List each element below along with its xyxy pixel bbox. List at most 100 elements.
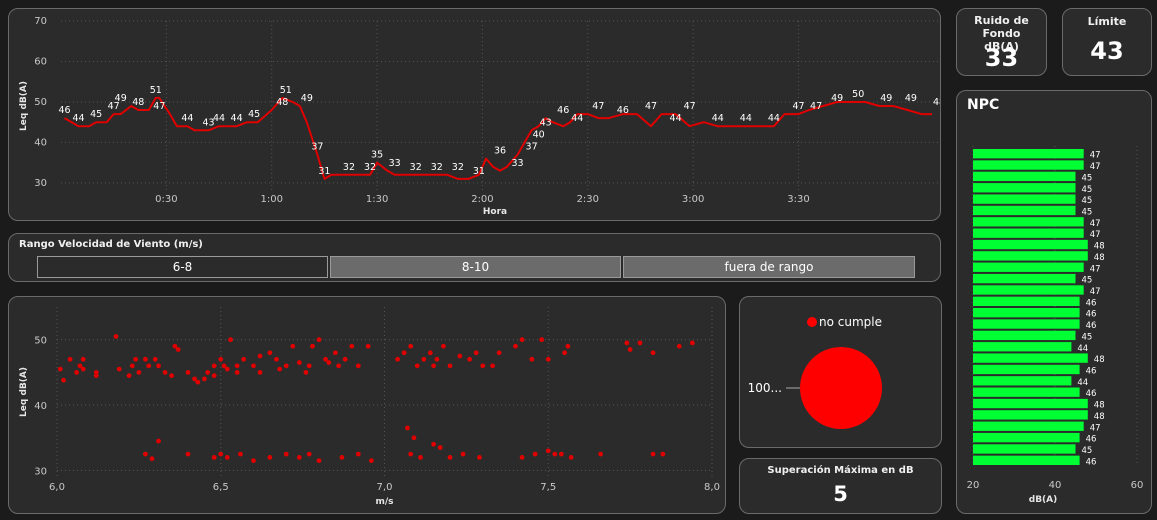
ruido-fondo-card: Ruido de Fondo dB(A) 33 — [956, 8, 1047, 76]
scatter-point — [267, 350, 273, 356]
slicer-option-fuera-de-rango[interactable]: fuera de rango — [623, 256, 915, 278]
pie-slice-label: 100... — [748, 381, 782, 395]
x-tick-label: 60 — [1131, 480, 1144, 491]
scatter-point — [116, 366, 122, 372]
data-label: 37 — [311, 142, 323, 153]
scatter-point — [175, 347, 181, 352]
scatter-point — [490, 363, 495, 369]
scatter-point — [152, 356, 158, 362]
slicer-option-8-10[interactable]: 8-10 — [330, 256, 621, 278]
data-label: 48 — [276, 97, 288, 108]
scatter-point — [57, 366, 63, 372]
scatter-point — [169, 373, 175, 379]
scatter-point — [326, 360, 332, 365]
scatter-point — [532, 451, 538, 457]
leq-series-line — [64, 96, 932, 180]
scatter-point — [74, 369, 80, 375]
npc-bar — [973, 239, 1088, 250]
scatter-point — [552, 451, 558, 457]
scatter-point — [411, 435, 417, 441]
y-tick-label: 50 — [34, 336, 47, 347]
y-tick-label: 40 — [34, 137, 47, 148]
scatter-point — [129, 363, 135, 369]
scatter-point — [267, 454, 273, 460]
scatter-point — [447, 454, 453, 460]
x-tick-label: 6,5 — [213, 482, 229, 493]
scatter-point — [80, 366, 86, 372]
scatter-point — [437, 445, 443, 450]
npc-bar — [973, 273, 1076, 284]
x-tick-label: 40 — [1049, 480, 1062, 491]
scatter-point — [192, 376, 197, 382]
scatter-point — [218, 356, 224, 362]
scatter-point — [355, 451, 361, 457]
npc-bar — [973, 194, 1076, 204]
npc-bar — [973, 217, 1084, 227]
scatter-point — [408, 451, 414, 457]
scatter-chart-card: 30 40 50 6,0 6,5 7,0 7,5 8,0 m/s Leq dB(A) — [8, 296, 726, 514]
npc-bar — [973, 376, 1072, 386]
data-label: 49 — [905, 93, 917, 104]
bar-value-label: 46 — [1086, 366, 1097, 376]
x-tick-label: 2:30 — [577, 194, 599, 205]
data-label: 45 — [248, 109, 260, 120]
scatter-point — [460, 451, 466, 457]
data-label: 32 — [452, 162, 464, 173]
scatter-point — [496, 350, 502, 356]
scatter-point — [545, 356, 551, 362]
scatter-point — [519, 454, 525, 460]
slicer-option-6-8[interactable]: 6-8 — [37, 256, 328, 278]
scatter-point — [316, 337, 322, 343]
legend-marker — [807, 317, 817, 327]
scatter-point — [224, 454, 230, 460]
scatter-point — [441, 343, 446, 349]
scatter-point — [545, 448, 551, 454]
scatter-point — [598, 451, 604, 457]
scatter-point — [234, 369, 240, 375]
bar-value-label: 47 — [1090, 287, 1101, 297]
scatter-point — [529, 356, 535, 362]
pie-chart-card: no cumple 100... — [739, 296, 942, 448]
data-label: 44 — [213, 113, 225, 124]
data-label: 45 — [90, 109, 102, 120]
bar-value-label: 47 — [1090, 264, 1101, 274]
bar-value-label: 47 — [1090, 151, 1101, 161]
scatter-point — [431, 441, 437, 447]
scatter-point — [228, 337, 233, 343]
scatter-point — [238, 451, 243, 457]
scatter-point — [61, 377, 66, 383]
superacion-title: Superación Máxima en dB — [767, 465, 914, 476]
leq-wind-scatter-chart: 30 40 50 6,0 6,5 7,0 7,5 8,0 m/s Leq dB(A) — [19, 307, 720, 507]
bar-value-label: 45 — [1082, 185, 1093, 195]
scatter-point — [427, 350, 433, 356]
data-label: 49 — [831, 93, 843, 104]
scatter-point — [539, 337, 545, 343]
npc-bar — [973, 330, 1076, 341]
bar-value-label: 46 — [1086, 298, 1097, 308]
data-label: 44 — [670, 113, 682, 124]
scatter-point — [473, 350, 479, 356]
scatter-point — [162, 369, 168, 375]
bar-value-label: 46 — [1086, 389, 1097, 399]
scatter-point — [660, 451, 666, 457]
scatter-point — [205, 369, 211, 375]
x-tick-label: 3:30 — [787, 194, 809, 205]
scatter-point — [310, 343, 315, 349]
data-label: 33 — [512, 158, 524, 169]
scatter-point — [332, 350, 338, 356]
scatter-point — [224, 366, 230, 372]
scatter-point — [316, 458, 322, 464]
npc-bar — [973, 421, 1084, 431]
scatter-point — [172, 343, 178, 349]
scatter-point — [689, 340, 695, 346]
data-label: 44 — [231, 113, 243, 124]
x-tick-label: 6,0 — [49, 482, 65, 493]
npc-bar — [973, 387, 1080, 397]
compliance-pie-chart: no cumple 100... — [748, 315, 882, 429]
x-tick-label: 8,0 — [704, 482, 720, 493]
npc-bar — [973, 160, 1084, 170]
data-label: 43 — [540, 117, 552, 128]
scatter-point — [414, 363, 420, 369]
scatter-point — [650, 451, 656, 457]
scatter-point — [80, 356, 86, 362]
